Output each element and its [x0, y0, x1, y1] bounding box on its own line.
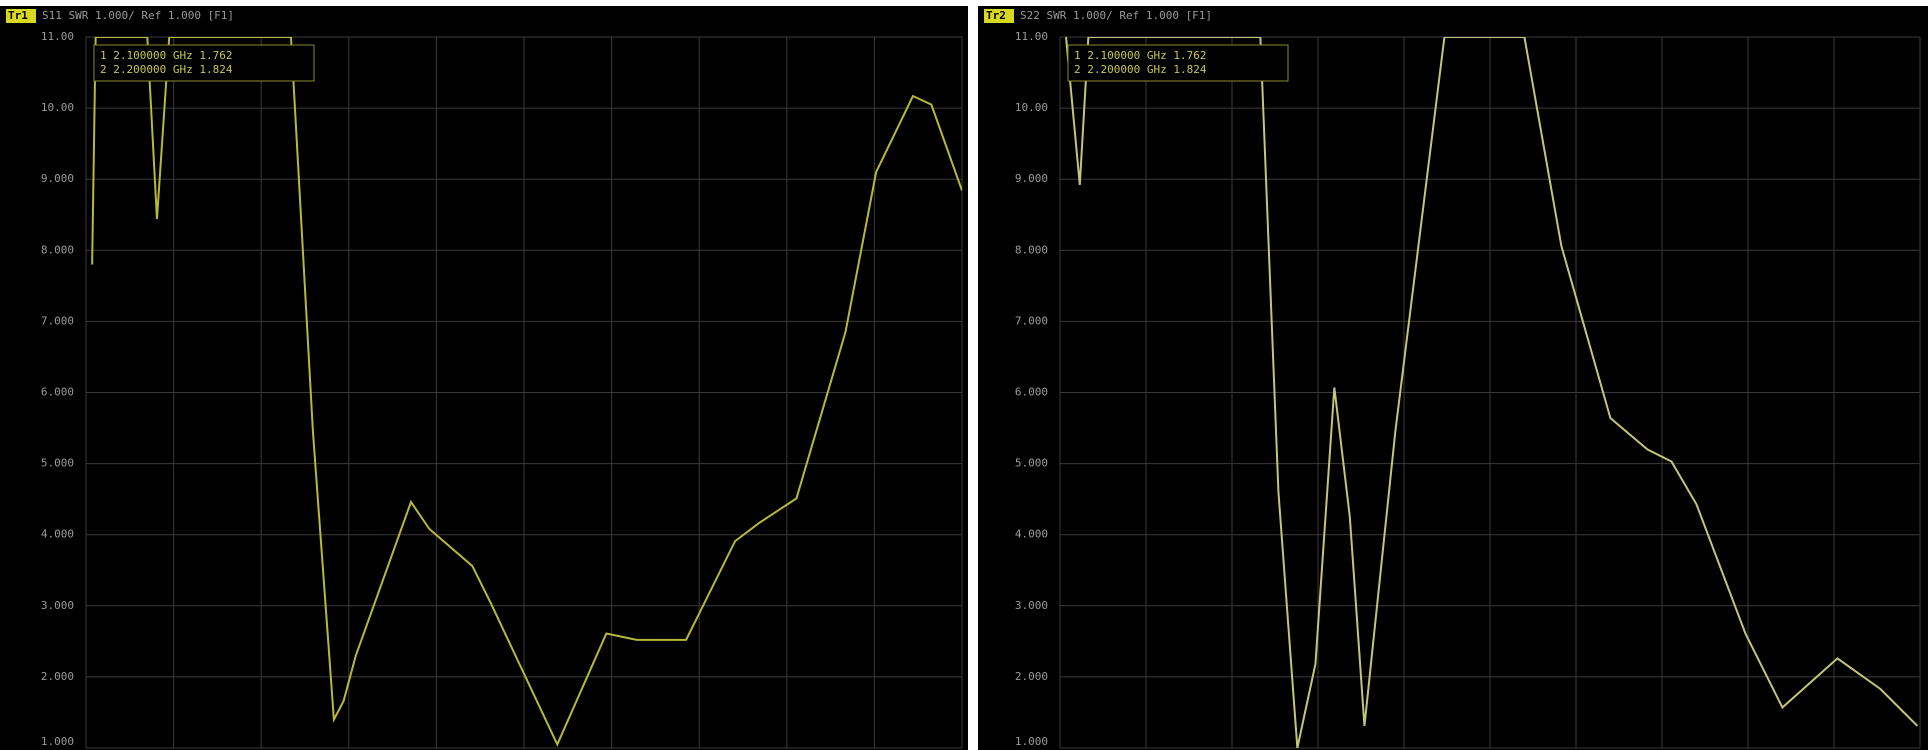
y-tick-label: 8.000	[41, 243, 74, 256]
y-tick-label: 11.00	[41, 30, 74, 43]
y-tick-label: 9.000	[1015, 172, 1048, 185]
trace-label: Tr1	[8, 9, 28, 22]
panel-bg	[978, 6, 1928, 750]
trace-label: Tr2	[986, 9, 1006, 22]
y-tick-label: 10.00	[1015, 101, 1048, 114]
y-tick-label: 6.000	[1015, 386, 1048, 399]
marker-readout: 2 2.200000 GHz 1.824	[1074, 63, 1207, 76]
y-tick-label: 2.000	[1015, 670, 1048, 683]
trace-line	[1065, 37, 1919, 748]
y-tick-label: 1.000	[1015, 735, 1048, 748]
chart-title: S22 SWR 1.000/ Ref 1.000 [F1]	[1020, 9, 1212, 22]
y-tick-label: 8.000	[1015, 243, 1048, 256]
y-tick-label: 1.000	[41, 735, 74, 748]
y-tick-label: 5.000	[41, 457, 74, 470]
y-tick-label: 9.000	[41, 172, 74, 185]
y-tick-label: 4.000	[1015, 528, 1048, 541]
marker-box	[93, 44, 315, 82]
y-tick-label: 3.000	[1015, 599, 1048, 612]
marker-readout: 2 2.200000 GHz 1.824	[100, 63, 233, 76]
chart-title: S11 SWR 1.000/ Ref 1.000 [F1]	[42, 9, 234, 22]
y-tick-label: 2.000	[41, 670, 74, 683]
y-tick-label: 5.000	[1015, 457, 1048, 470]
y-tick-label: 4.000	[41, 528, 74, 541]
marker-readout: 1 2.100000 GHz 1.762	[1074, 49, 1206, 62]
chart: Tr1 S11 SWR 1.000/ Ref 1.000 [F1] 11.00 10.…	[6, 9, 963, 749]
marker-readout: 1 2.100000 GHz 1.762	[100, 49, 232, 62]
y-tick-label: 11.00	[1015, 30, 1048, 43]
panel-bg	[0, 6, 968, 750]
trace-badge	[6, 9, 36, 23]
y-tick-label: 7.000	[1015, 314, 1048, 327]
y-tick-label: 7.000	[41, 314, 74, 327]
chart: Tr2 S22 SWR 1.000/ Ref 1.000 [F1] 11.00 10.…	[984, 9, 1921, 749]
divider	[968, 0, 978, 750]
marker-box	[1067, 44, 1289, 82]
trace-badge	[984, 9, 1014, 23]
y-tick-label: 3.000	[41, 599, 74, 612]
trace-line	[91, 37, 962, 747]
y-tick-label: 6.000	[41, 386, 74, 399]
y-tick-label: 10.00	[41, 101, 74, 114]
